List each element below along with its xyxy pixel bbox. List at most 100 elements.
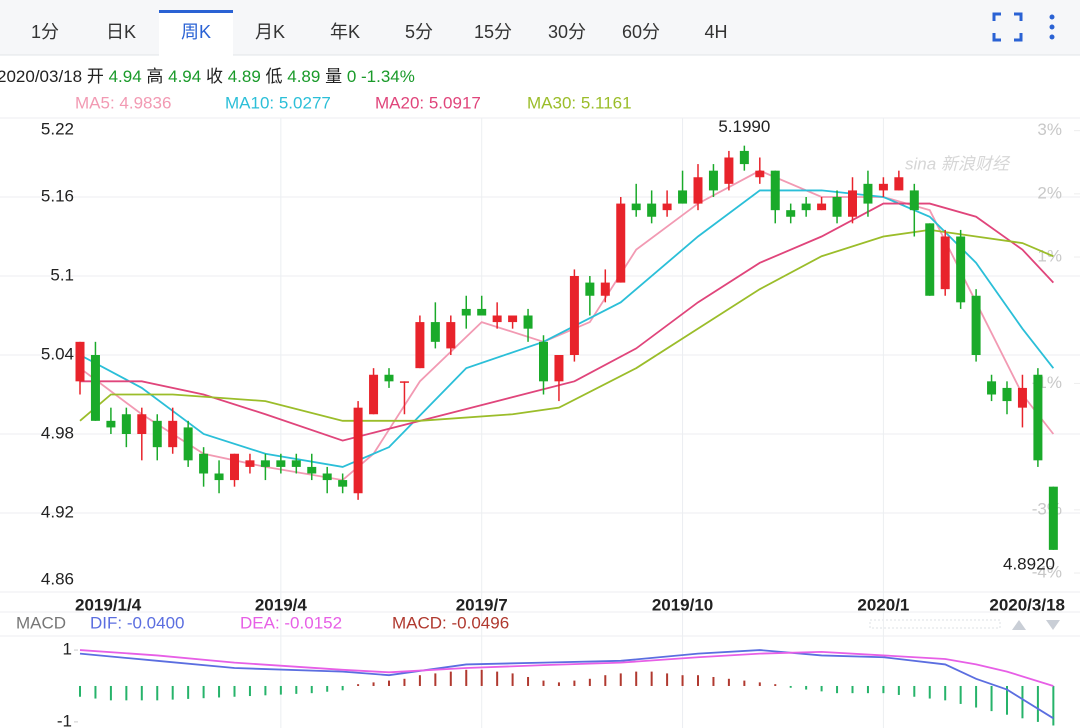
y-tick-label: 5.16 <box>41 186 74 205</box>
info-label: 量 <box>325 67 342 86</box>
x-tick-label: 2019/4 <box>255 595 308 614</box>
macd-bar <box>805 685 808 690</box>
candle-body <box>260 460 270 467</box>
macd-bar <box>897 685 900 695</box>
candle-body <box>817 203 827 211</box>
active-tab-indicator <box>159 10 233 13</box>
macd-bar <box>573 680 576 686</box>
candle-body <box>477 308 487 316</box>
macd-bar <box>882 685 885 694</box>
candle-body <box>322 473 332 481</box>
macd-bar <box>449 671 452 686</box>
tab[interactable]: 日K <box>106 22 136 42</box>
tab[interactable]: 4H <box>704 22 727 42</box>
tab[interactable]: 周K <box>181 22 211 42</box>
x-tick-label: 2019/10 <box>652 595 713 614</box>
candle-body <box>461 308 471 316</box>
macd-bar <box>310 685 313 694</box>
x-tick-label: 2020/1 <box>857 595 909 614</box>
candle-body <box>230 453 239 481</box>
macd-bar <box>836 685 839 694</box>
macd-bar <box>326 685 329 692</box>
macd-bar <box>820 685 823 692</box>
info-value: 4.94 <box>109 67 142 86</box>
candle-body <box>276 460 286 467</box>
candle-body <box>940 236 950 290</box>
candle-body <box>770 170 780 211</box>
y2-tick-label: -4% <box>1032 563 1062 582</box>
candle-body <box>90 355 100 421</box>
y-tick-label: 4.98 <box>41 423 74 442</box>
candle-body <box>878 183 888 191</box>
macd-bar <box>975 685 978 708</box>
candle-body <box>987 381 997 395</box>
tab[interactable]: 1分 <box>31 22 59 42</box>
candle-body <box>801 203 811 211</box>
macd-bar <box>218 685 221 698</box>
candle-body <box>307 466 317 474</box>
macd-bar <box>279 685 282 695</box>
macd-bar <box>557 682 560 686</box>
macd-bar <box>542 680 545 686</box>
candle-body <box>106 420 116 428</box>
macd-bar <box>295 685 298 694</box>
macd-bar <box>233 685 236 697</box>
candle-body <box>75 341 85 382</box>
candle-body <box>832 197 842 217</box>
macd-bar <box>79 685 81 697</box>
candle-body <box>492 315 502 323</box>
macd-bar <box>866 685 869 694</box>
info-date: 2020/03/18 <box>0 67 82 86</box>
candle-body <box>631 203 641 211</box>
candle-body <box>245 460 255 467</box>
macd-bar <box>140 685 143 701</box>
macd-bar <box>465 669 468 686</box>
tab[interactable]: 60分 <box>622 22 660 42</box>
candle-body <box>909 190 919 211</box>
tab[interactable]: 15分 <box>474 22 512 42</box>
macd-bar <box>1052 685 1055 726</box>
macd-controls[interactable] <box>869 619 1060 630</box>
more-icon[interactable] <box>1049 14 1055 40</box>
legend-entry: MA20: 5.0917 <box>375 93 481 112</box>
candle-body <box>786 210 796 217</box>
watermark: sina 新浪财经 <box>905 154 1011 173</box>
ma-line <box>79 229 1054 422</box>
candle-body <box>539 341 548 382</box>
candle-body <box>384 374 394 382</box>
candle-body <box>600 282 610 296</box>
candle-body <box>755 170 765 178</box>
candle-body <box>199 453 209 474</box>
candle-body <box>338 480 348 487</box>
macd-bar <box>697 675 699 686</box>
candle-body <box>693 177 703 204</box>
tab[interactable]: 月K <box>255 22 285 42</box>
macd-bar <box>109 685 112 701</box>
info-label: 开 <box>87 67 104 86</box>
macd-bar <box>944 685 947 701</box>
candle-body <box>585 282 595 296</box>
legend-entry: MA30: 5.1161 <box>527 93 632 112</box>
fullscreen-icon[interactable] <box>992 12 1023 42</box>
ma-line <box>80 202 1055 442</box>
ma-line <box>79 649 1054 687</box>
macd-bar <box>913 685 916 697</box>
macd-bar <box>928 685 931 699</box>
macd-title: MACD <box>16 613 66 632</box>
candle-body <box>1017 387 1027 408</box>
macd-bar <box>248 685 251 697</box>
y2-tick-label: 3% <box>1037 120 1062 139</box>
info-value: 4.89 <box>228 67 261 86</box>
tab[interactable]: 5分 <box>405 22 433 42</box>
candle-body <box>523 315 533 329</box>
legend-entry: DEA: -0.0152 <box>240 613 342 632</box>
macd-bar <box>511 673 514 686</box>
candle-body <box>848 190 857 217</box>
macd-bar <box>527 676 530 686</box>
candle-body <box>369 374 379 415</box>
tab[interactable]: 年K <box>330 22 360 42</box>
candle-body <box>616 203 626 283</box>
macd-bar <box>156 685 159 701</box>
tab[interactable]: 30分 <box>548 22 586 42</box>
